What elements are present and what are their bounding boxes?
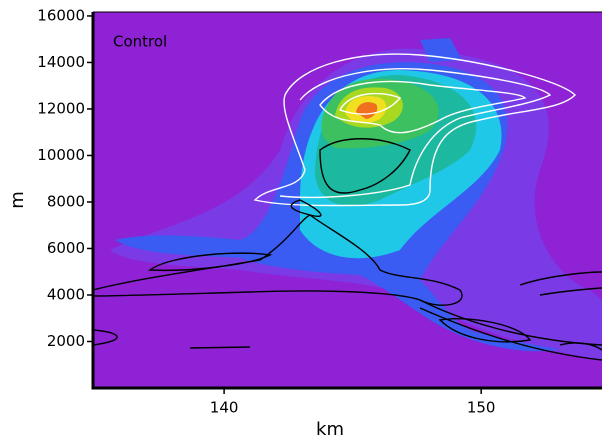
x-axis-label: km	[316, 419, 344, 440]
x-tick-label: 140	[210, 399, 239, 417]
y-tick-label: 6000	[47, 239, 85, 257]
y-tick-label: 10000	[37, 146, 85, 164]
y-tick-label: 2000	[47, 332, 85, 350]
x-tick-label: 150	[467, 399, 496, 417]
y-tick-label: 12000	[37, 99, 85, 117]
y-tick-label: 14000	[37, 53, 85, 71]
y-axis-label: m	[7, 191, 28, 209]
y-tick-label: 8000	[47, 192, 85, 210]
axis-frame	[91, 12, 602, 390]
y-tick-label: 4000	[47, 285, 85, 303]
filled-contours	[93, 38, 602, 361]
y-tick-label: 16000	[37, 6, 85, 24]
annotation: Control	[113, 33, 167, 51]
